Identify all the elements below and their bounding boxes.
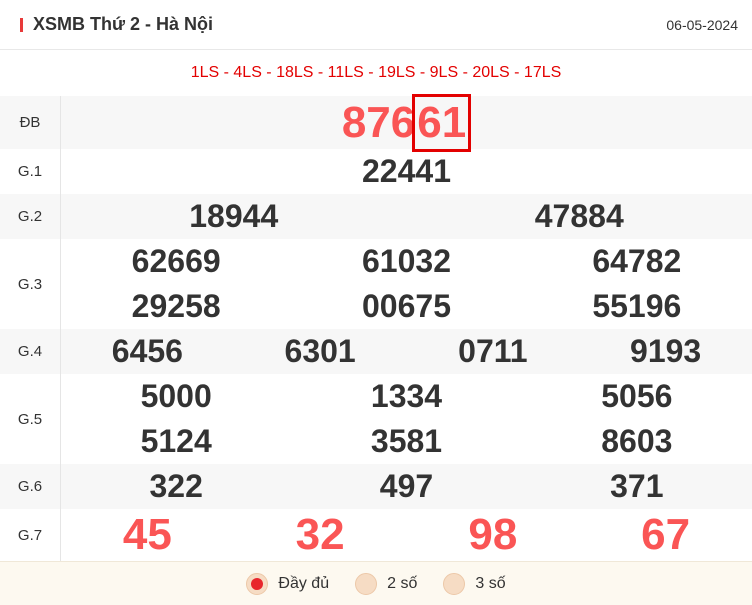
prize-number: 47884 [534,198,624,234]
prize-row-g1: G.1 22441 [0,149,752,194]
radio-icon[interactable] [443,572,466,595]
radio-dot [251,577,264,590]
special-prize-number: 87661 [341,93,472,152]
option-3-digits[interactable]: 3 số [443,572,506,595]
special-prize-prefix: 876 [341,97,416,147]
prize-number: 22441 [362,153,451,189]
option-label: 2 số [387,574,418,592]
prize-label: G.1 [0,149,61,194]
title-text: XSMB Thứ 2 - Hà Nội [33,14,214,34]
ticket-codes: 1LS - 4LS - 18LS - 11LS - 19LS - 9LS - 2… [190,64,562,81]
prize-label: G.6 [0,464,61,509]
prize-number: 62669 [131,243,221,279]
prize-number: 00675 [362,288,451,324]
prize-number: 6456 [111,333,183,369]
option-2-digits[interactable]: 2 số [355,572,418,595]
prize-number: 61032 [362,243,451,279]
option-full[interactable]: Đầy đủ [246,572,330,595]
prize-label: ĐB [0,96,61,149]
prize-number: 45 [122,510,172,559]
page-title: XSMB Thứ 2 - Hà Nội [20,14,213,35]
prize-number: 5000 [140,378,212,414]
prize-row-g6: G.6 322 497 371 [0,464,752,509]
prize-number: 1334 [370,378,443,414]
prize-number: 8603 [601,423,673,459]
prize-label: G.4 [0,329,61,374]
draw-date: 06-05-2024 [666,16,738,33]
prize-number: 9193 [630,333,702,369]
special-prize-suffix-highlight: 61 [412,93,472,152]
prize-row-g5: G.5 5000 1334 5056 5124 3581 8603 [0,374,752,464]
option-label: Đầy đủ [278,574,330,592]
prize-number: 98 [468,510,518,559]
prize-number: 18944 [189,198,279,234]
prize-number: 6301 [284,333,356,369]
prize-row-g4: G.4 6456 6301 0711 9193 [0,329,752,374]
prize-number: 0711 [458,333,528,369]
prize-row-g2: G.2 18944 47884 [0,194,752,239]
prize-number: 371 [610,468,664,504]
prize-label: G.7 [0,509,61,561]
radio-selected-icon[interactable] [246,572,269,595]
prize-row-db: ĐB 87661 [0,93,752,152]
prize-row-g7: G.7 45 32 98 67 [0,509,752,561]
header: XSMB Thứ 2 - Hà Nội 06-05-2024 [0,0,752,50]
prize-number: 55196 [592,288,682,324]
prize-number: 3581 [370,423,443,459]
prize-label: G.2 [0,194,61,239]
prize-label: G.5 [0,374,61,464]
display-mode-selector: Đầy đủ 2 số 3 số [0,561,752,605]
prize-number: 29258 [131,288,221,324]
title-accent-bar [20,17,23,32]
prize-number: 64782 [592,243,682,279]
prize-number: 5124 [140,423,212,459]
radio-icon[interactable] [355,572,378,595]
prize-number: 497 [379,468,434,504]
prize-label: G.3 [0,239,61,329]
prize-number: 322 [149,468,203,504]
prize-row-g3: G.3 62669 61032 64782 29258 00675 55196 [0,239,752,329]
prize-number: 67 [641,510,691,559]
prize-number: 5056 [601,378,673,414]
prize-number: 32 [295,510,345,559]
option-label: 3 số [475,574,506,592]
